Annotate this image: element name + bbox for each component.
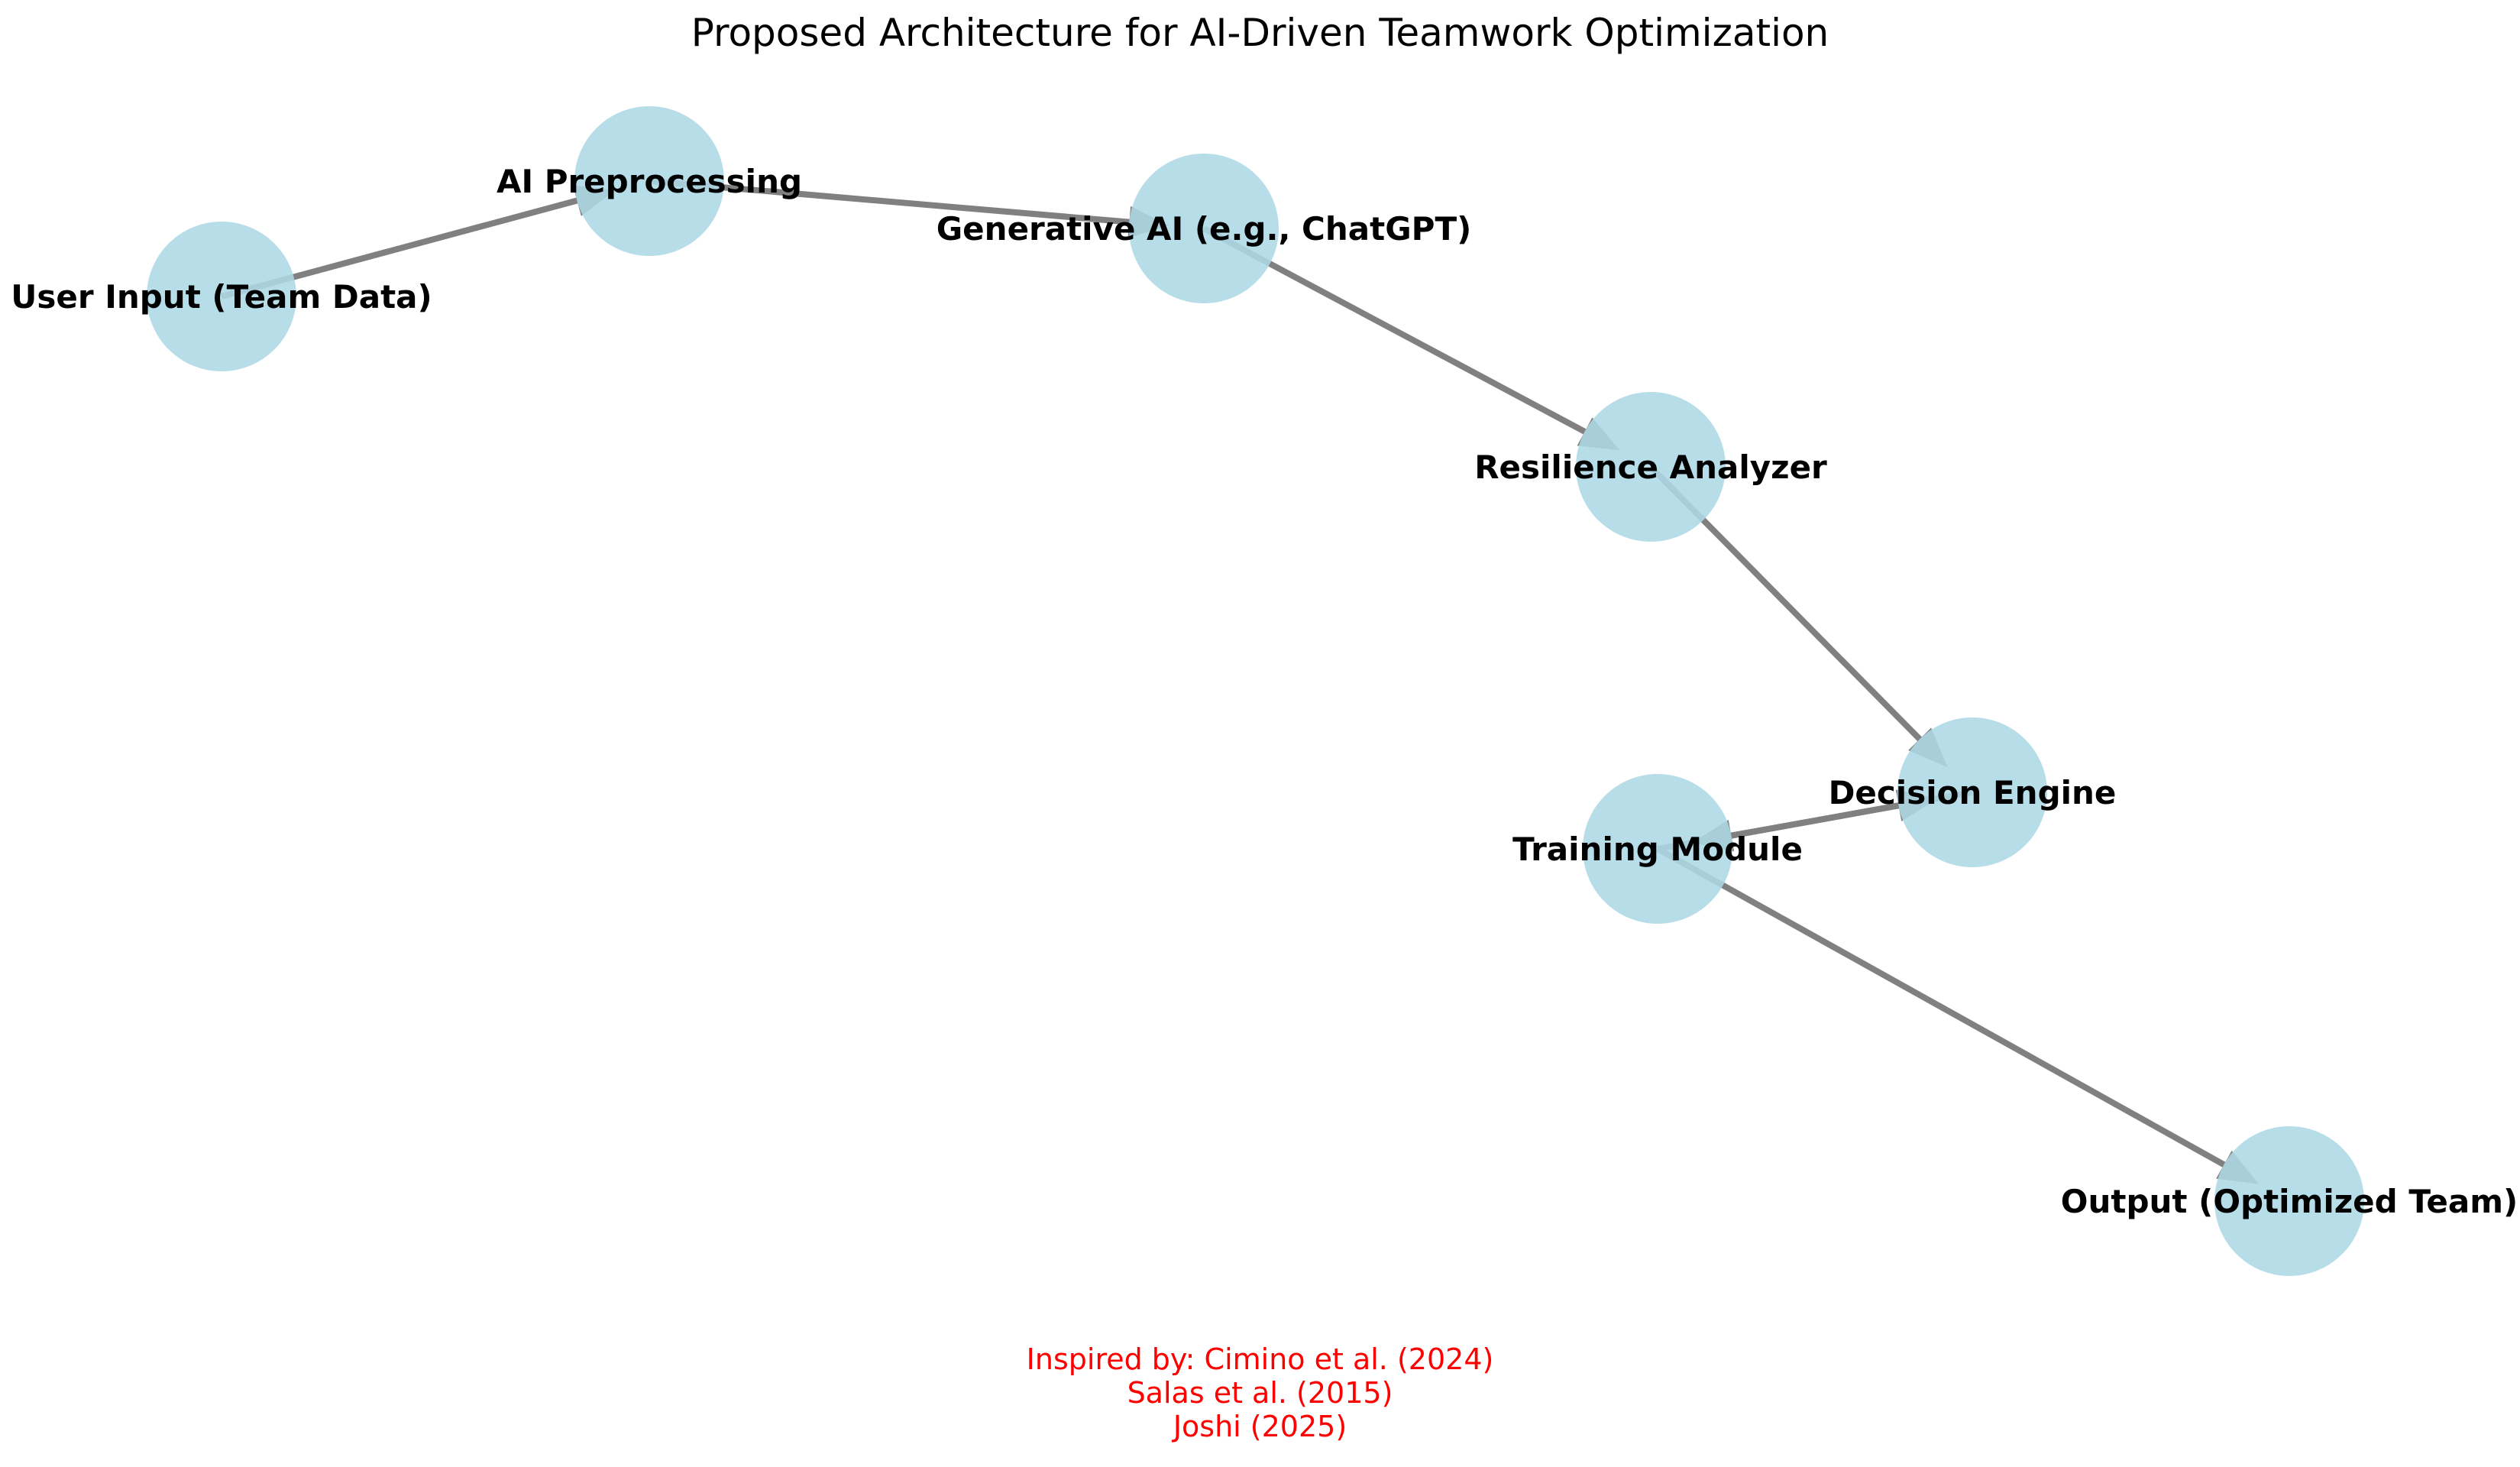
caption-line: Joshi (2025) <box>1173 1410 1347 1443</box>
caption-line: Salas et al. (2015) <box>1127 1376 1393 1410</box>
node-label-generative_ai: Generative AI (e.g., ChatGPT) <box>937 210 1472 248</box>
node-layer <box>147 106 2364 1276</box>
node-training_module <box>1583 774 1732 924</box>
node-resilience_analyzer <box>1576 392 1726 542</box>
label-layer: User Input (Team Data) AI Preprocessing Ge… <box>11 163 2518 1220</box>
node-ai_preprocessing <box>574 106 724 256</box>
edge-training_module-to-output <box>1656 846 2226 1167</box>
node-label-output: Output (Optimized Team) <box>2061 1183 2518 1220</box>
caption-line: Inspired by: Cimino et al. (2024) <box>1026 1342 1494 1376</box>
node-user_input <box>147 222 296 371</box>
node-label-training_module: Training Module <box>1512 831 1803 868</box>
caption-block: Inspired by: Cimino et al. (2024) Salas … <box>0 1342 2520 1443</box>
node-generative_ai <box>1129 154 1279 303</box>
edge-ai_preprocessing-to-generative_ai <box>649 178 1130 225</box>
node-label-user_input: User Input (Team Data) <box>11 278 432 316</box>
figure-title: Proposed Architecture for AI-Driven Team… <box>691 11 1829 55</box>
node-label-resilience_analyzer: Resilience Analyzer <box>1474 449 1827 486</box>
edge-layer <box>220 178 2259 1184</box>
node-output <box>2214 1126 2364 1276</box>
node-decision_engine <box>1897 717 2047 867</box>
node-label-decision_engine: Decision Engine <box>1829 774 2117 811</box>
node-label-ai_preprocessing: AI Preprocessing <box>497 163 802 200</box>
